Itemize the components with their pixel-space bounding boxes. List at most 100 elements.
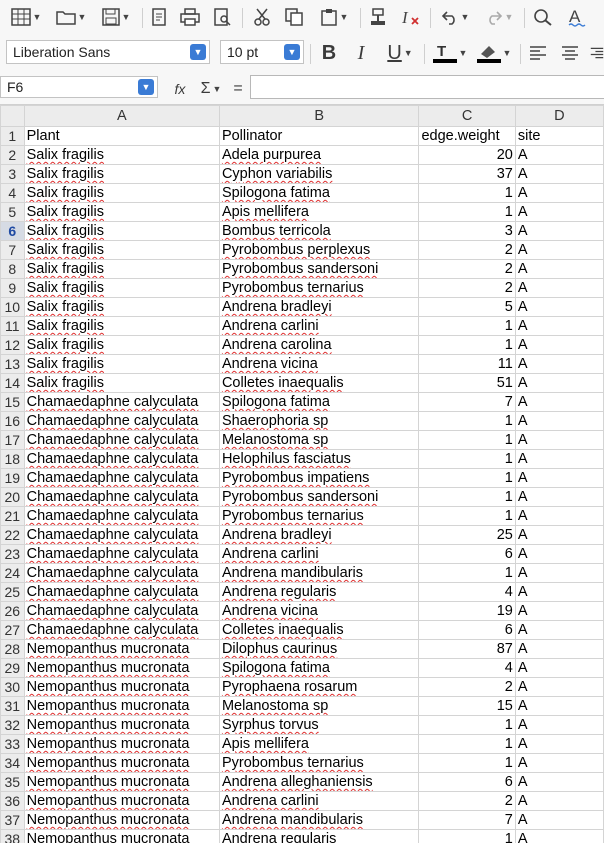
- font-color-icon[interactable]: T ▼: [430, 40, 470, 66]
- row-header[interactable]: 17: [0, 430, 25, 450]
- cell-b[interactable]: Andrena carlini: [218, 316, 420, 336]
- cell-a[interactable]: Chamaedaphne calyculata: [23, 582, 220, 602]
- cell-a[interactable]: Nemopanthus mucronata: [23, 734, 220, 754]
- cell-a[interactable]: Salix fragilis: [23, 183, 220, 203]
- cell-c[interactable]: 1: [418, 506, 516, 526]
- row-header[interactable]: 11: [0, 316, 25, 336]
- cell-b[interactable]: Pyrophaena rosarum: [218, 677, 420, 697]
- formula-input[interactable]: [250, 75, 604, 99]
- cell-d[interactable]: A: [514, 487, 604, 507]
- export-pdf-icon[interactable]: [148, 4, 170, 30]
- row-header[interactable]: 12: [0, 335, 25, 355]
- cell-a[interactable]: Nemopanthus mucronata: [23, 829, 220, 843]
- cell-b[interactable]: Pyrobombus sandersoni: [218, 487, 420, 507]
- row-header[interactable]: 3: [0, 164, 25, 184]
- highlight-color-icon[interactable]: ▼: [474, 40, 514, 66]
- cell-d[interactable]: A: [514, 183, 604, 203]
- cell-d[interactable]: A: [514, 373, 604, 393]
- row-header[interactable]: 7: [0, 240, 25, 260]
- row-header[interactable]: 25: [0, 582, 25, 602]
- cell-a[interactable]: Salix fragilis: [23, 240, 220, 260]
- cell-a[interactable]: Chamaedaphne calyculata: [23, 544, 220, 564]
- row-header[interactable]: 32: [0, 715, 25, 735]
- chevron-down-icon[interactable]: ▼: [284, 44, 300, 60]
- row-header[interactable]: 4: [0, 183, 25, 203]
- cell-a[interactable]: Salix fragilis: [23, 373, 220, 393]
- cell-a[interactable]: Chamaedaphne calyculata: [23, 506, 220, 526]
- cell-d[interactable]: A: [514, 620, 604, 640]
- cell-c[interactable]: 2: [418, 278, 516, 298]
- cell-d[interactable]: site: [514, 126, 604, 146]
- cell-b[interactable]: Cyphon variabilis: [218, 164, 420, 184]
- table-icon[interactable]: ▼: [6, 4, 46, 30]
- cell-a[interactable]: Salix fragilis: [23, 164, 220, 184]
- row-header[interactable]: 19: [0, 468, 25, 488]
- cell-c[interactable]: 1: [418, 715, 516, 735]
- cell-a[interactable]: Nemopanthus mucronata: [23, 696, 220, 716]
- row-header[interactable]: 8: [0, 259, 25, 279]
- cell-c[interactable]: 2: [418, 677, 516, 697]
- cell-b[interactable]: Andrena vicina: [218, 354, 420, 374]
- cell-c[interactable]: 1: [418, 449, 516, 469]
- cell-c[interactable]: 6: [418, 544, 516, 564]
- spelling-icon[interactable]: A: [564, 4, 590, 30]
- row-header[interactable]: 37: [0, 810, 25, 830]
- cell-c[interactable]: 1: [418, 487, 516, 507]
- row-header[interactable]: 15: [0, 392, 25, 412]
- cell-d[interactable]: A: [514, 278, 604, 298]
- cell-d[interactable]: A: [514, 753, 604, 773]
- font-size-combobox[interactable]: 10 pt ▼: [220, 40, 304, 64]
- cell-c[interactable]: 20: [418, 145, 516, 165]
- cell-d[interactable]: A: [514, 715, 604, 735]
- cell-c[interactable]: 1: [418, 335, 516, 355]
- clone-formatting-icon[interactable]: [366, 4, 390, 30]
- copy-icon[interactable]: [282, 4, 306, 30]
- cell-b[interactable]: Melanostoma sp: [218, 430, 420, 450]
- cell-c[interactable]: 1: [418, 411, 516, 431]
- row-header[interactable]: 1: [0, 126, 25, 146]
- cell-b[interactable]: Andrena regularis: [218, 582, 420, 602]
- formula-icon[interactable]: =: [233, 80, 243, 97]
- cell-c[interactable]: 2: [418, 791, 516, 811]
- cell-d[interactable]: A: [514, 221, 604, 241]
- cell-d[interactable]: A: [514, 810, 604, 830]
- cell-b[interactable]: Andrena carolina: [218, 335, 420, 355]
- italic-button[interactable]: I: [357, 41, 365, 64]
- cell-c[interactable]: 1: [418, 734, 516, 754]
- cell-c[interactable]: 1: [418, 753, 516, 773]
- cell-b[interactable]: Adela purpurea: [218, 145, 420, 165]
- row-header[interactable]: 13: [0, 354, 25, 374]
- clear-formatting-icon[interactable]: I: [398, 4, 422, 30]
- row-header[interactable]: 16: [0, 411, 25, 431]
- print-preview-icon[interactable]: [210, 4, 234, 30]
- cell-a[interactable]: Chamaedaphne calyculata: [23, 392, 220, 412]
- cell-d[interactable]: A: [514, 525, 604, 545]
- row-header[interactable]: 2: [0, 145, 25, 165]
- row-header[interactable]: 23: [0, 544, 25, 564]
- cell-d[interactable]: A: [514, 696, 604, 716]
- cell-a[interactable]: Chamaedaphne calyculata: [23, 411, 220, 431]
- cell-c[interactable]: 4: [418, 658, 516, 678]
- function-wizard-icon[interactable]: fx: [174, 81, 186, 97]
- cell-c[interactable]: 51: [418, 373, 516, 393]
- cell-d[interactable]: A: [514, 563, 604, 583]
- cell-b[interactable]: Colletes inaequalis: [218, 373, 420, 393]
- align-center-icon[interactable]: [558, 40, 582, 66]
- cell-a[interactable]: Chamaedaphne calyculata: [23, 487, 220, 507]
- cell-d[interactable]: A: [514, 430, 604, 450]
- cell-b[interactable]: Pyrobombus ternarius: [218, 506, 420, 526]
- redo-icon[interactable]: ▼: [480, 4, 518, 30]
- column-header-d[interactable]: D: [514, 105, 604, 127]
- cell-c[interactable]: 7: [418, 810, 516, 830]
- cell-d[interactable]: A: [514, 259, 604, 279]
- cell-a[interactable]: Nemopanthus mucronata: [23, 715, 220, 735]
- row-header[interactable]: 24: [0, 563, 25, 583]
- select-all-corner[interactable]: [0, 105, 25, 127]
- cell-d[interactable]: A: [514, 449, 604, 469]
- cell-a[interactable]: Salix fragilis: [23, 145, 220, 165]
- cell-a[interactable]: Salix fragilis: [23, 297, 220, 317]
- cell-d[interactable]: A: [514, 297, 604, 317]
- cell-d[interactable]: A: [514, 164, 604, 184]
- cell-b[interactable]: Spilogona fatima: [218, 658, 420, 678]
- cell-b[interactable]: Andrena regularis: [218, 829, 420, 843]
